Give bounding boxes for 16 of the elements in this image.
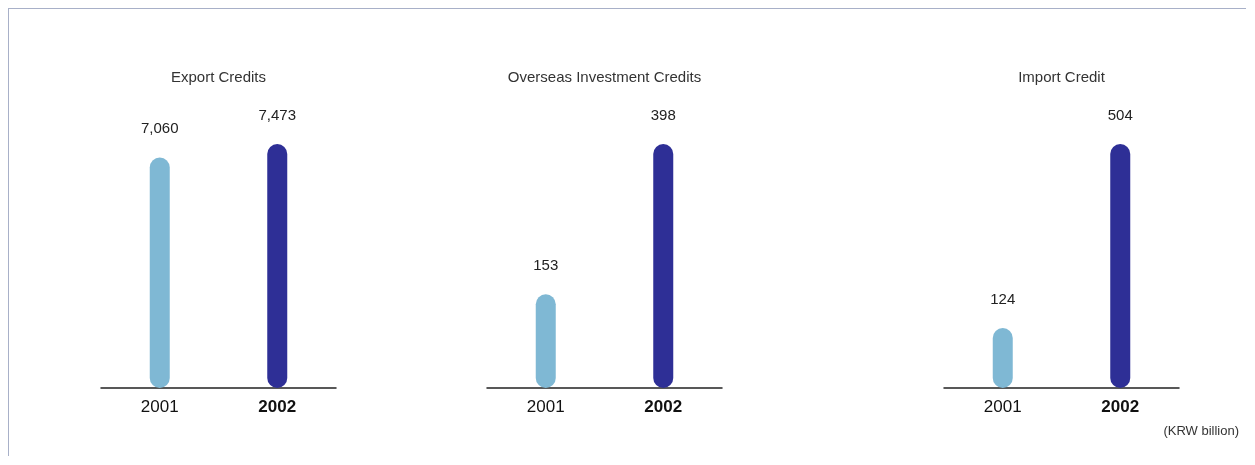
data-label: 7,473 [258, 106, 297, 123]
x-tick-label: 2002 [258, 397, 297, 416]
data-label: 398 [650, 106, 676, 123]
x-tick-label: 2001 [526, 397, 565, 416]
data-label: 504 [1107, 106, 1133, 123]
x-tick-label: 2002 [644, 397, 683, 416]
data-label: 7,060 [140, 119, 179, 137]
chart-title: Overseas Investment Credits [507, 68, 702, 85]
x-tick-label: 2001 [140, 397, 179, 416]
chart-title: Import Credit [1018, 68, 1106, 85]
data-label: 124 [990, 289, 1016, 307]
x-tick-label: 2001 [983, 397, 1022, 416]
chart-title: Export Credits [170, 68, 267, 85]
data-label: 153 [533, 256, 559, 274]
x-tick-label: 2002 [1101, 397, 1140, 416]
text: (KRW billion) [1163, 423, 1239, 438]
